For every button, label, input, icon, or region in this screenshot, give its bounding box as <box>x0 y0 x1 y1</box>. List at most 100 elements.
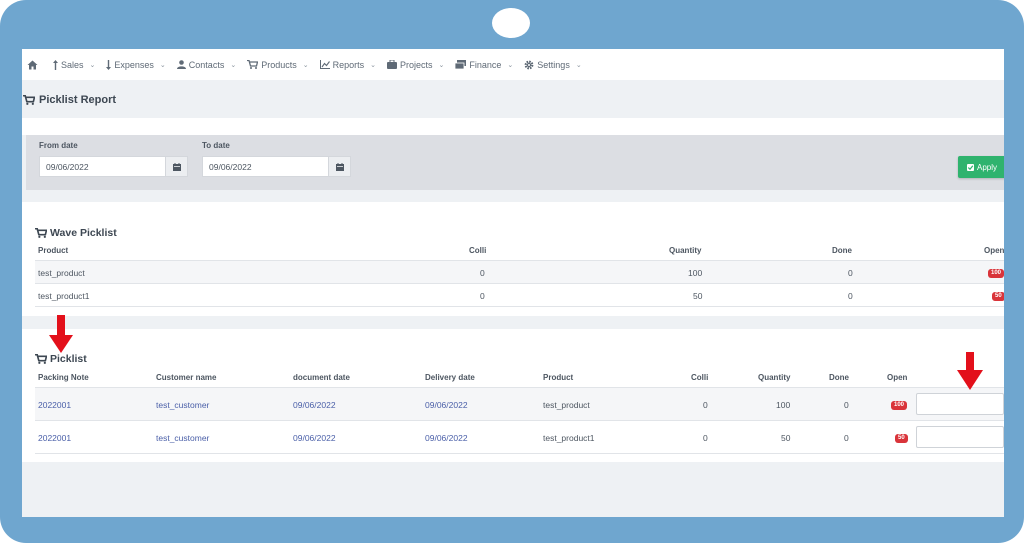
cart-icon <box>247 60 259 69</box>
picklist-header-packing-note: Packing Note <box>38 373 89 382</box>
divider <box>35 420 1004 421</box>
wave-row1-quantity: 100 <box>688 268 703 278</box>
check-square-icon <box>966 163 974 171</box>
delivery-date-link[interactable]: 09/06/2022 <box>425 400 468 410</box>
chevron-down-icon: ⌄ <box>302 61 309 69</box>
nav-settings-label: Settings <box>537 59 570 70</box>
page-title-text: Picklist Report <box>39 93 117 106</box>
page-title: Picklist Report <box>23 94 116 106</box>
chevron-down-icon: ⌄ <box>230 61 237 69</box>
red-arrow-icon <box>49 315 73 353</box>
cart-icon <box>23 94 35 105</box>
open-badge: 100 <box>891 401 908 410</box>
nav-products-label: Products <box>261 59 297 70</box>
chevron-down-icon: ⌄ <box>507 61 514 69</box>
customer-link[interactable]: test_customer <box>156 400 210 410</box>
picklist-row2-quantity: 50 <box>781 433 791 443</box>
picklist-header-quantity: Quantity <box>758 373 791 382</box>
nav-contacts[interactable]: Contacts ⌄ <box>176 59 237 70</box>
apply-button[interactable]: Apply <box>958 156 1004 178</box>
nav-sales-label: Sales <box>61 59 84 70</box>
wave-row2-quantity: 50 <box>693 291 703 301</box>
nav-projects-label: Projects <box>400 59 433 70</box>
nav-sales[interactable]: Sales ⌄ <box>53 59 96 70</box>
picklist-title: Picklist <box>35 353 87 365</box>
open-badge: 50 <box>895 434 908 443</box>
wave-header-open: Open <box>984 246 1004 255</box>
open-badge: 100 <box>988 269 1004 278</box>
wave-row1-colli: 0 <box>480 268 485 278</box>
picklist-header-open: Open <box>887 373 908 382</box>
picklist-row1-done: 0 <box>844 400 849 410</box>
picklist-header-delivery-date: Delivery date <box>425 373 475 382</box>
pick-quantity-input[interactable] <box>916 426 1004 448</box>
calendar-icon[interactable] <box>329 156 351 177</box>
wave-row2-colli: 0 <box>480 291 485 301</box>
pick-quantity-input[interactable] <box>916 393 1004 415</box>
nav-reports[interactable]: Reports ⌄ <box>319 59 376 70</box>
nav-projects[interactable]: Projects ⌄ <box>387 60 444 70</box>
customer-link[interactable]: test_customer <box>156 433 210 443</box>
chart-icon <box>319 60 330 69</box>
picklist-row2-product: test_product1 <box>543 433 595 443</box>
cart-icon <box>35 354 47 364</box>
nav-products[interactable]: Products ⌄ <box>247 59 309 70</box>
to-date-group: 09/06/2022 <box>202 156 351 177</box>
nav-expenses[interactable]: Expenses ⌄ <box>106 59 166 70</box>
from-date-input[interactable]: 09/06/2022 <box>39 156 166 177</box>
wave-header-done: Done <box>832 246 852 255</box>
wave-header-quantity: Quantity <box>669 246 702 255</box>
money-icon <box>455 60 467 69</box>
picklist-row1-product: test_product <box>543 400 590 410</box>
from-date-label: From date <box>39 141 78 150</box>
divider <box>35 387 1004 388</box>
chevron-down-icon: ⌄ <box>370 61 376 69</box>
picklist-header-product: Product <box>543 373 574 382</box>
picklist-row2-done: 0 <box>844 433 849 443</box>
footer-area <box>22 462 1004 517</box>
user-icon <box>176 60 186 69</box>
picklist-row1-quantity: 100 <box>776 400 791 410</box>
picklist-header-customer: Customer name <box>156 373 217 382</box>
document-date-link[interactable]: 09/06/2022 <box>293 400 336 410</box>
to-date-input[interactable]: 09/06/2022 <box>202 156 329 177</box>
chevron-down-icon: ⌄ <box>89 61 96 69</box>
divider <box>35 260 1004 261</box>
packing-note-link[interactable]: 2022001 <box>38 400 72 410</box>
nav-reports-label: Reports <box>332 59 365 70</box>
nav-contacts-label: Contacts <box>188 59 225 70</box>
calendar-icon[interactable] <box>166 156 188 177</box>
picklist-header-document-date: document date <box>293 373 350 382</box>
to-date-label: To date <box>202 141 230 150</box>
wave-header-product: Product <box>38 246 69 255</box>
wave-row2-product: test_product1 <box>38 291 90 301</box>
wave-picklist-panel: Wave Picklist Product Colli Quantity Don… <box>22 202 1004 316</box>
spacer <box>22 118 1004 135</box>
wave-row1-done: 0 <box>848 268 853 278</box>
date-filter-panel: From date 09/06/2022 To date 09/06/2022 … <box>26 135 1004 190</box>
nav-finance-label: Finance <box>469 59 502 70</box>
document-date-link[interactable]: 09/06/2022 <box>293 433 336 443</box>
table-row <box>35 388 1004 420</box>
arrow-up-icon <box>53 59 58 70</box>
packing-note-link[interactable]: 2022001 <box>38 433 72 443</box>
home-icon[interactable] <box>27 60 41 70</box>
open-badge: 50 <box>992 292 1004 301</box>
table-row <box>35 261 1004 283</box>
gear-icon <box>524 60 534 69</box>
app-screen: Sales ⌄ Expenses ⌄ Contacts ⌄ Products ⌄ Rep… <box>22 49 1004 517</box>
nav-settings[interactable]: Settings ⌄ <box>524 59 582 70</box>
delivery-date-link[interactable]: 09/06/2022 <box>425 433 468 443</box>
picklist-title-text: Picklist <box>50 353 87 365</box>
picklist-panel: Picklist Packing Note Customer name docu… <box>22 329 1004 462</box>
nav-finance[interactable]: Finance ⌄ <box>455 60 513 70</box>
spacer <box>22 190 1004 202</box>
briefcase-icon <box>387 60 397 69</box>
picklist-row1-colli: 0 <box>703 400 708 410</box>
red-arrow-icon <box>957 352 983 390</box>
cart-icon <box>35 228 47 238</box>
wave-picklist-title-text: Wave Picklist <box>50 227 117 239</box>
wave-row2-done: 0 <box>848 291 853 301</box>
picklist-header-colli: Colli <box>691 373 709 382</box>
